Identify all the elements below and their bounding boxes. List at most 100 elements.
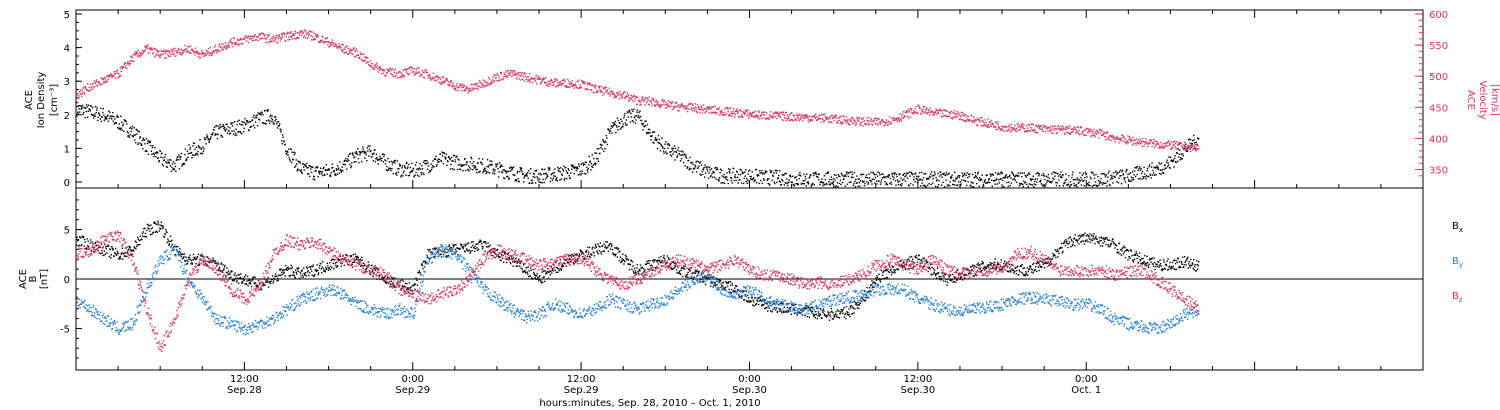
density-series-point [561,173,563,175]
velocity-series-point [579,84,581,86]
density-series-point [198,146,200,148]
density-series-point [822,181,825,184]
velocity-series-point [497,80,499,82]
density-series-point [477,162,479,164]
density-series-point [912,178,915,181]
bx-series-point [158,230,161,232]
velocity-series-point [502,78,504,80]
density-series-point [820,181,823,183]
density-series-point [1146,170,1148,172]
density-series-point [547,175,549,177]
velocity-series-point [1195,143,1197,146]
velocity-series-point [660,105,663,107]
velocity-series-point [583,83,585,85]
density-series-point [407,174,410,177]
density-series-point [486,165,488,168]
velocity-series-point [1015,128,1017,130]
density-series-point [237,130,240,133]
density-series-point [576,166,578,168]
velocity-series-point [685,105,688,107]
velocity-series-point [1126,140,1128,142]
velocity-series-point [1008,124,1010,126]
density-series-point [1079,172,1081,174]
density-series-point [733,167,735,170]
velocity-series-point [860,124,862,126]
density-series-point [772,174,774,177]
velocity-series-point [432,72,435,74]
density-series-point [847,171,849,174]
density-series-point [1035,184,1037,186]
density-series-point [1176,152,1178,154]
velocity-series-point [840,115,843,117]
velocity-series-point [187,50,190,53]
bx-series-point [162,225,164,227]
velocity-series-point [1092,131,1094,133]
velocity-series-point [161,53,164,55]
bx-series-point [177,246,179,248]
density-series-point [409,172,411,174]
velocity-series-point [948,111,950,114]
velocity-series-point [734,116,736,118]
density-series-point [1081,178,1083,181]
velocity-series-point [1096,129,1098,132]
velocity-series-point [107,78,109,80]
velocity-series-point [166,50,168,52]
velocity-series-point [331,39,333,41]
bx-series-point [221,270,223,272]
bx-series-point [198,264,201,266]
velocity-series-point [538,78,540,80]
density-series-point [1033,186,1035,188]
density-series-point [1065,178,1068,181]
density-series-point [223,126,226,128]
velocity-series-point [923,112,925,114]
velocity-series-point [333,42,335,44]
velocity-series-point [504,75,506,78]
velocity-series-point [895,119,897,121]
density-series-point [603,150,605,153]
density-series-point [817,173,820,176]
density-axis-label-2: Ion Density [36,72,47,129]
velocity-series-point [1077,126,1080,129]
density-series-point [158,159,161,162]
density-series-point [1080,176,1082,179]
density-series-point [570,172,572,174]
density-series-point [289,158,291,161]
velocity-series-point [154,56,156,58]
bx-series-point [104,243,106,245]
density-series-point [1020,182,1022,185]
velocity-series-point [97,84,99,86]
density-series-point [1114,176,1116,179]
velocity-series-point [637,96,639,99]
velocity-series-point [825,118,828,121]
density-series-point [442,162,445,165]
bx-series-point [113,255,115,257]
velocity-series-point [189,45,192,47]
velocity-series-point [576,86,578,88]
bx-series-point [162,226,165,229]
velocity-series-point [139,56,141,58]
velocity-series-point [1104,132,1106,134]
density-series-point [672,153,674,155]
velocity-series-point [815,113,817,115]
density-series-point [533,172,535,175]
bx-series-point [156,231,159,233]
density-series-point [392,161,394,163]
bx-series-point [169,240,171,243]
density-series-point [300,169,302,171]
density-series-point [881,173,883,175]
velocity-series-point [282,36,284,38]
bx-series-point [108,255,110,258]
density-series-point [312,166,314,168]
density-series-point [500,164,502,166]
density-series-point [913,176,915,178]
velocity-series-point [1090,136,1092,138]
velocity-series-point [940,115,942,117]
density-series-point [195,146,198,148]
density-series-point [537,177,539,180]
density-series-point [229,127,231,129]
bx-series-point [131,250,133,252]
density-series-point [897,183,900,186]
velocity-series-point [1136,141,1139,143]
density-series-point [898,180,901,182]
velocity-series-point [1069,133,1072,135]
